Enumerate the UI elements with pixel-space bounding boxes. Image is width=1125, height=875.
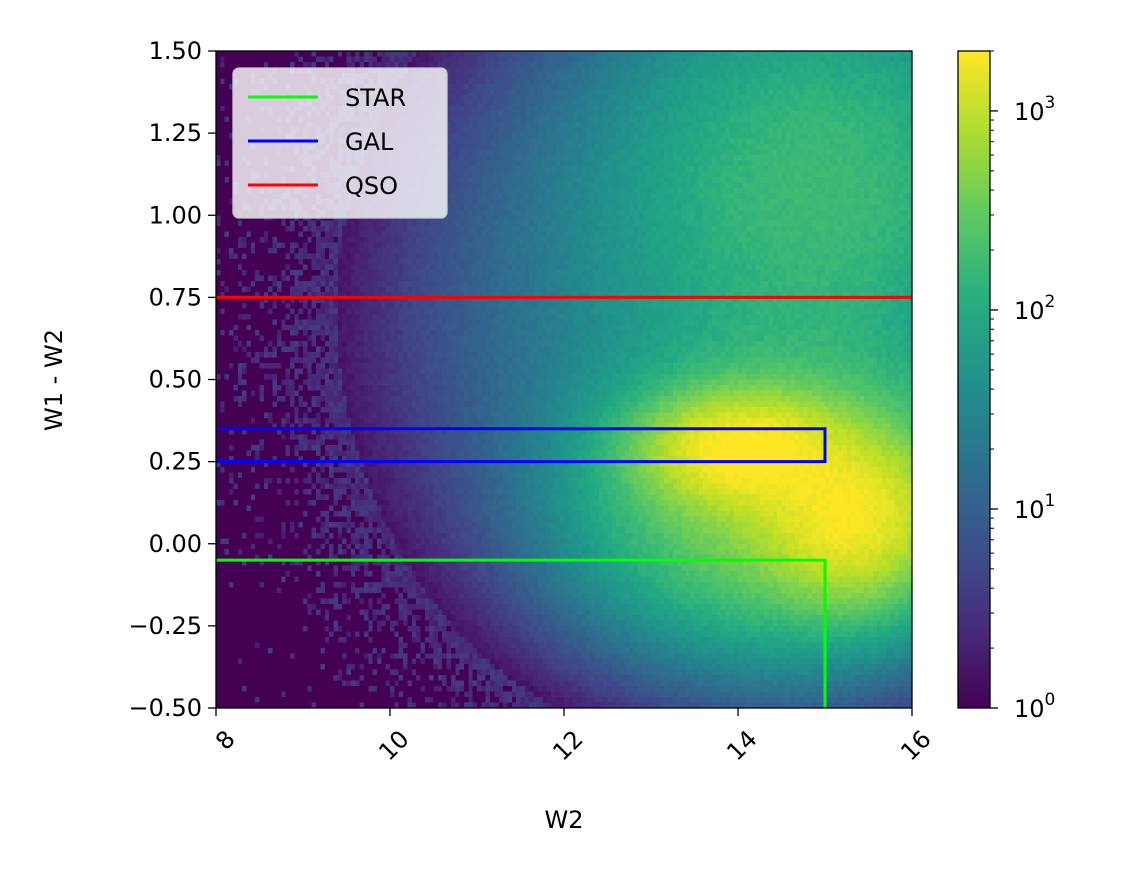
- colorbar: 100 101 102 103: [957, 50, 1055, 723]
- y-tick-label: 0.25: [149, 448, 202, 476]
- y-tick-label: 0.00: [149, 530, 202, 558]
- x-tick-label: 12: [547, 725, 588, 766]
- y-tick-label: 1.25: [149, 119, 202, 147]
- y-axis-label: W1 - W2: [40, 329, 68, 431]
- series-line-star: [216, 558, 827, 708]
- y-tick-label: 1.50: [149, 37, 202, 65]
- y-tick-label: −0.25: [128, 612, 202, 640]
- x-tick-label: 14: [721, 725, 762, 766]
- colorbar-frame: [957, 50, 991, 709]
- series-layer: [216, 295, 912, 708]
- y-tick-label: 1.00: [149, 201, 202, 229]
- y-axis: −0.50 −0.25 0.00 0.25 0.50 0.75 1.00 1.25 1.50: [128, 37, 216, 722]
- y-tick-label: 0.50: [149, 366, 202, 394]
- x-axis: 8 10 12 14 16: [210, 708, 937, 766]
- x-tick-label: 10: [373, 725, 414, 766]
- x-axis-label: W2: [545, 806, 584, 834]
- legend-label-star: STAR: [345, 84, 406, 112]
- legend-box: [232, 67, 448, 219]
- colorbar-tick-label: 100: [1014, 690, 1055, 723]
- colorbar-gradient: [958, 51, 990, 708]
- colorbar-tick-label: 102: [1014, 292, 1055, 325]
- colorbar-tick-label: 103: [1014, 93, 1055, 126]
- legend: STAR GAL QSO: [232, 67, 448, 219]
- series-line-gal: [216, 427, 827, 464]
- legend-label-gal: GAL: [345, 128, 394, 156]
- y-tick-label: 0.75: [149, 283, 202, 311]
- y-tick-label: −0.50: [128, 694, 202, 722]
- legend-label-qso: QSO: [345, 172, 398, 200]
- colorbar-tick-label: 101: [1014, 491, 1055, 524]
- x-tick-label: 16: [895, 725, 936, 766]
- x-tick-label: 8: [210, 725, 241, 756]
